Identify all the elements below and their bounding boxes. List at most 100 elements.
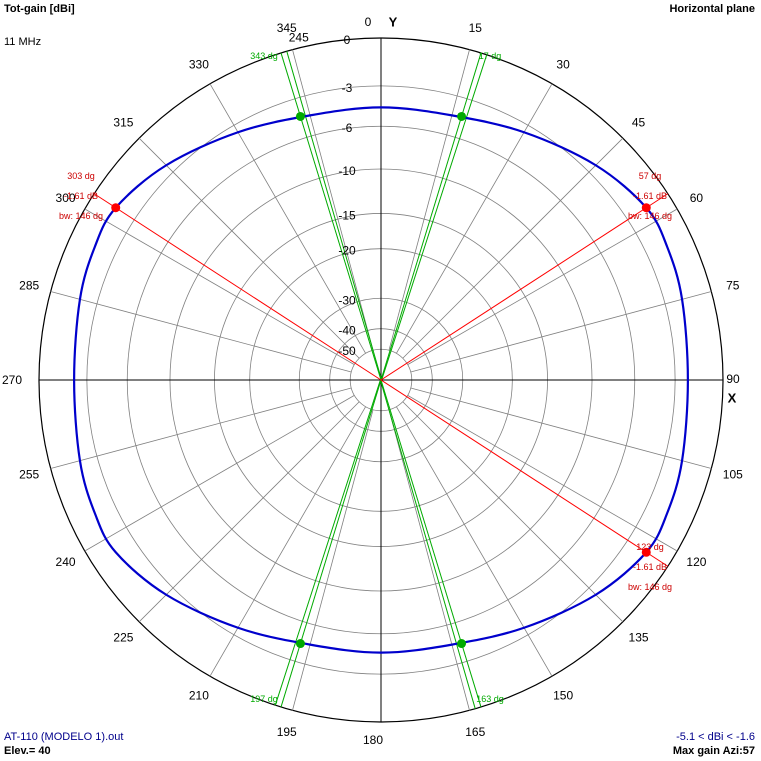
azimuth-label: 345 (277, 21, 297, 35)
grid-spoke (84, 208, 355, 365)
beam-line (380, 379, 482, 708)
main-lobe-marker (641, 203, 651, 213)
main-lobe-marker (111, 203, 121, 213)
beam-line-edge (381, 54, 488, 381)
azimuth-label: 150 (553, 688, 573, 702)
grid-spoke (410, 291, 712, 373)
grid-spoke (402, 137, 624, 359)
grid-spoke (402, 401, 624, 623)
grid-spoke (396, 83, 553, 354)
main-lobe-label: 123 dg (636, 542, 664, 552)
file-label: AT-110 (MODELO 1).out (4, 731, 124, 743)
grid-spoke (407, 395, 678, 552)
azimuth-label: 0 (365, 15, 372, 29)
azimuth-label: 165 (465, 725, 485, 739)
radial-label: -10 (338, 164, 356, 178)
radial-label: -3 (342, 81, 353, 95)
chart-title: Tot-gain [dBi] (4, 3, 75, 15)
azimuth-label: 105 (723, 467, 743, 481)
beam-line (280, 379, 382, 708)
main-lobe-label: 57 dg (639, 171, 662, 181)
grid-spoke (388, 409, 470, 711)
main-lobe-line (93, 193, 382, 381)
azimuth-label: 270 (2, 373, 22, 387)
grid-spoke (410, 387, 712, 469)
grid-spoke (138, 401, 360, 623)
stray-azimuth-label: 245 (289, 30, 309, 44)
frequency-label: 11 MHz (4, 36, 42, 48)
x-axis-label: X (728, 391, 737, 406)
azimuth-label: 240 (56, 555, 76, 569)
grid-layer (38, 37, 724, 723)
main-lobe-label: 303 dg (67, 171, 95, 181)
radial-label: -30 (338, 293, 356, 307)
azimuth-label: 45 (632, 115, 646, 129)
grid-spoke (292, 409, 374, 711)
azimuth-label: 195 (277, 725, 297, 739)
beam-line (280, 52, 382, 381)
azimuth-label: 225 (113, 631, 133, 645)
main-lobe-label: -1.61 dB (633, 191, 667, 201)
radial-label: 0 (344, 33, 351, 47)
grid-spoke (407, 208, 678, 365)
azimuth-label: 315 (113, 115, 133, 129)
azimuth-label: 285 (19, 279, 39, 293)
grid-spoke (209, 406, 366, 677)
grid-spoke (50, 291, 352, 373)
azimuth-label: 135 (629, 631, 649, 645)
azimuth-label: 60 (690, 191, 704, 205)
beam-line (380, 52, 482, 381)
grid-spoke (50, 387, 352, 469)
beam-line-edge (274, 379, 381, 706)
plane-label: Horizontal plane (669, 3, 755, 15)
main-lobe-label: -1.61 dB (64, 191, 98, 201)
main-lobe-marker (641, 547, 651, 557)
azimuth-label: 255 (19, 467, 39, 481)
radial-label: -6 (342, 121, 353, 135)
azimuth-label: 30 (556, 58, 570, 72)
beam-label: 17 dg (479, 51, 502, 61)
grid-spoke (209, 83, 366, 354)
azimuth-label: 15 (469, 21, 483, 35)
beam-label: 163 dg (476, 694, 504, 704)
max-gain-label: Max gain Azi:57 (672, 745, 755, 757)
grid-spoke (84, 395, 355, 552)
azimuth-label: 120 (686, 555, 706, 569)
grid-spoke (138, 137, 360, 359)
grid-spoke (292, 49, 374, 351)
main-lobe-label: bw: 146 dg (628, 211, 672, 221)
radial-label: -40 (338, 324, 356, 338)
beam-line-edge (379, 380, 476, 709)
radial-label: -50 (338, 344, 356, 358)
azimuth-label: 330 (189, 58, 209, 72)
azimuth-label: 90 (726, 372, 740, 386)
beam-marker (295, 111, 305, 121)
beam-label: 343 dg (250, 51, 278, 61)
elevation-label: Elev.= 40 (4, 745, 51, 757)
grid-spoke (396, 406, 553, 677)
radiation-pattern (73, 106, 689, 654)
beam-marker (457, 111, 467, 121)
y-axis-label: Y (389, 15, 398, 30)
radial-label: -20 (338, 244, 356, 258)
range-label: -5.1 < dBi < -1.6 (676, 731, 755, 743)
azimuth-label: 75 (726, 279, 740, 293)
radial-label: -15 (338, 208, 356, 222)
main-lobe-line (380, 193, 669, 381)
beam-marker (457, 639, 467, 649)
main-lobe-line (380, 379, 669, 567)
grid-spoke (388, 49, 470, 351)
azimuth-label: 180 (363, 733, 383, 747)
beam-marker (295, 639, 305, 649)
pattern-layer (73, 106, 689, 654)
beam-label: 197 dg (250, 694, 278, 704)
azimuth-label: 300 (56, 191, 76, 205)
main-lobe-label: -1.61 dB (633, 562, 667, 572)
beam-lines-layer (93, 51, 669, 709)
main-lobe-label: bw: 146 dg (628, 582, 672, 592)
main-lobe-label: bw: 146 dg (59, 211, 103, 221)
azimuth-label: 210 (189, 688, 209, 702)
beam-line-edge (286, 51, 383, 380)
label-layer: 0 15 30 45 60 75 90 105 120 135 150 165 180 195 210 225… (2, 15, 743, 748)
